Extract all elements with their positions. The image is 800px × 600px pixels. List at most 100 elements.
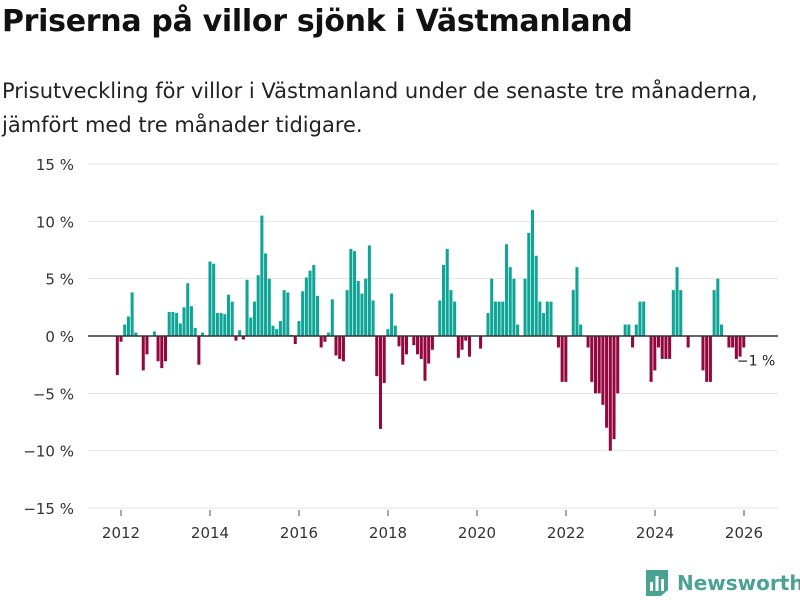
bar [649, 336, 653, 382]
bar [456, 336, 460, 358]
bar [453, 301, 457, 336]
bar [601, 336, 605, 405]
bar [301, 291, 305, 336]
bar [182, 307, 186, 336]
x-tick-label: 2014 [191, 524, 229, 542]
x-tick-label: 2016 [280, 524, 318, 542]
bar [708, 336, 712, 382]
bar [178, 323, 182, 336]
bar [286, 292, 290, 336]
y-tick-label: −15 % [23, 500, 74, 518]
bar [727, 336, 731, 348]
bar [490, 278, 494, 336]
bar [364, 278, 368, 336]
x-tick-label: 2018 [369, 524, 407, 542]
bar [675, 267, 679, 336]
latest-value-annotation: −1 % [737, 353, 775, 369]
bar [249, 317, 253, 336]
bar [171, 311, 175, 336]
bar [241, 336, 245, 340]
bar [564, 336, 568, 382]
bar [234, 336, 238, 341]
bar [597, 336, 601, 394]
bar [319, 336, 323, 348]
bar [612, 336, 616, 440]
bar [527, 232, 531, 336]
bar [530, 209, 534, 336]
bar [523, 278, 527, 336]
bar [189, 306, 193, 336]
bar [201, 332, 205, 336]
bar [208, 261, 212, 336]
bar [479, 336, 483, 349]
bar [419, 336, 423, 359]
bar [341, 336, 345, 362]
bar [252, 301, 256, 336]
bar [141, 336, 145, 371]
bar [230, 301, 234, 336]
bar [575, 267, 579, 336]
newsworthy-logo-icon [646, 570, 668, 596]
bar [720, 324, 724, 336]
bar [449, 290, 453, 336]
bar [701, 336, 705, 371]
bar [238, 330, 242, 336]
bar [223, 314, 227, 336]
bar [560, 336, 564, 382]
bar [427, 336, 431, 364]
bar [215, 313, 219, 336]
bar [742, 336, 746, 348]
bar [197, 336, 201, 365]
bar [275, 329, 279, 336]
bar [134, 332, 138, 336]
bar [145, 336, 149, 355]
bar [167, 311, 171, 336]
bar [493, 301, 497, 336]
bar [312, 264, 316, 336]
bar [664, 336, 668, 359]
bar [438, 300, 442, 336]
bar [734, 336, 738, 359]
bar [534, 255, 538, 336]
bar [152, 331, 156, 336]
bar [401, 336, 405, 365]
bar [505, 244, 509, 336]
bar [679, 290, 683, 336]
bar [212, 263, 216, 336]
bar [186, 283, 190, 336]
bar [579, 324, 583, 336]
bar [382, 336, 386, 384]
bar [371, 300, 375, 336]
bar [593, 336, 598, 394]
bar [586, 336, 590, 348]
bar [330, 299, 334, 336]
bar [338, 336, 342, 359]
bar [397, 336, 401, 347]
bar [653, 336, 657, 371]
bar [323, 336, 327, 342]
x-tick-label: 2012 [102, 524, 140, 542]
bar [119, 336, 123, 342]
bar [156, 336, 160, 362]
bar [441, 264, 446, 336]
bar [501, 301, 505, 336]
bar [219, 313, 223, 336]
page-title: Priserna på villor sjönk i Västmanland [2, 4, 633, 39]
bar [378, 336, 383, 429]
bar [327, 332, 331, 336]
bar [390, 293, 394, 336]
brand-logo[interactable]: Newsworthy [645, 568, 800, 598]
bar [464, 336, 468, 341]
y-tick-label: −5 % [33, 385, 74, 403]
bar [345, 290, 349, 336]
bar [460, 336, 464, 350]
bar [367, 245, 371, 336]
bar [356, 280, 360, 336]
bar [264, 253, 268, 336]
bar [497, 301, 501, 336]
bar [123, 324, 127, 336]
bar [642, 301, 646, 336]
bar [467, 336, 471, 357]
bar [297, 321, 301, 336]
